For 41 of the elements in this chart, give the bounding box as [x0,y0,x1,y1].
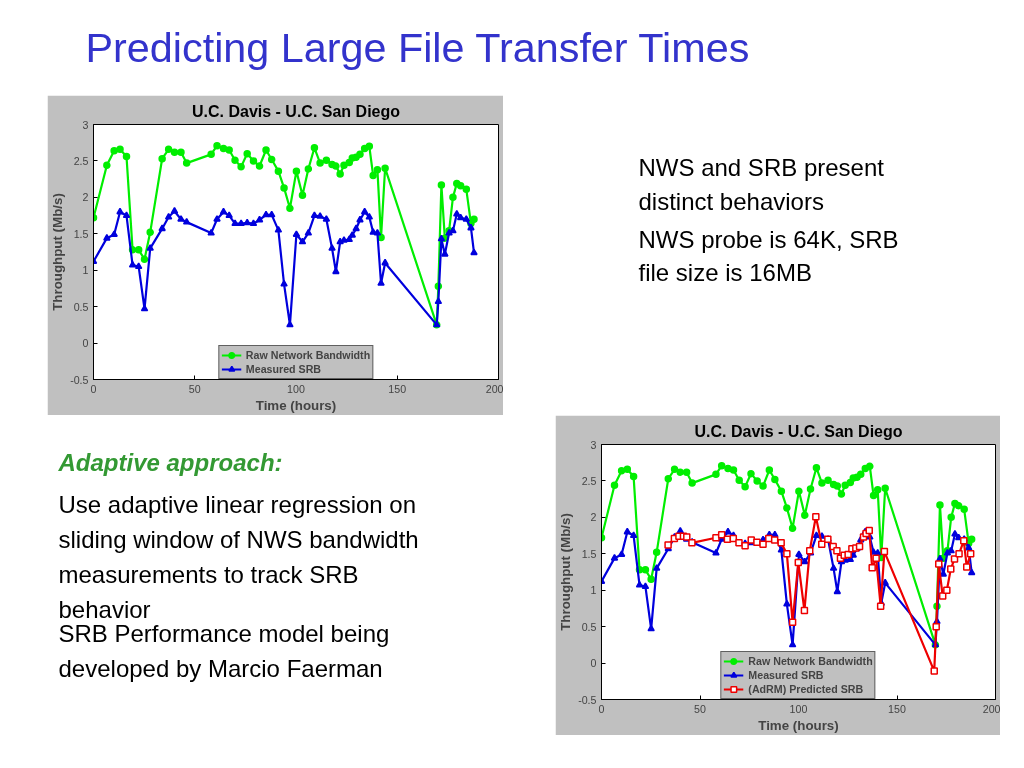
y-tick-label: 0.5 [581,620,597,633]
x-tick-label: 0 [90,382,97,395]
chart-title: U.C. Davis - U.C. San Diego [694,422,903,440]
y-tick-label: -0.5 [578,693,597,706]
x-tick-label: 200 [485,382,504,395]
y-tick-label: 0 [82,337,89,350]
x-axis-title: Time (hours) [255,397,337,413]
x-tick-label: 150 [888,702,906,715]
x-axis-title: Time (hours) [758,717,839,733]
x-tick-label: 150 [388,382,407,395]
x-tick-label: 0 [598,702,605,715]
y-tick-label: 1 [590,584,597,597]
legend-label: Measured SRB [748,669,824,681]
x-tick-label: 100 [789,702,808,715]
y-tick-label: 2 [82,191,89,204]
y-tick-label: 2.5 [581,474,597,487]
y-tick-label: 3 [590,438,597,451]
text: Predicting Large File Transfer Times [85,25,750,71]
y-axis-title: Throughput (Mb/s) [558,513,574,631]
chart-title: U.C. Davis - U.C. San Diego [191,102,401,120]
y-tick-label: 1.5 [581,547,597,560]
legend-label: (AdRM) Predicted SRB [748,683,864,695]
text: NWS probe is 64K, SRB file size is 16MB [638,225,899,287]
legend-label: Raw Network Bandwidth [748,655,873,667]
y-tick-label: 2 [590,511,597,524]
y-tick-label: 1.5 [73,227,89,240]
legend-label: Measured SRB [245,363,322,375]
y-axis-title: Throughput (Mb/s) [50,193,66,311]
y-tick-label: -0.5 [70,373,89,386]
y-tick-label: 0.5 [73,300,89,313]
y-tick-label: 1 [82,264,89,277]
y-tick-label: 3 [82,118,89,131]
text: Adaptive approach: [57,448,283,476]
text: NWS and SRB present distinct behaviors [638,153,885,215]
x-tick-label: 100 [287,382,305,395]
x-tick-label: 200 [982,702,1001,715]
legend-label: Raw Network Bandwidth [245,349,371,361]
x-tick-label: 50 [188,382,201,395]
y-tick-label: 0 [590,657,597,670]
y-tick-label: 2.5 [73,154,89,167]
x-tick-label: 50 [694,702,706,715]
